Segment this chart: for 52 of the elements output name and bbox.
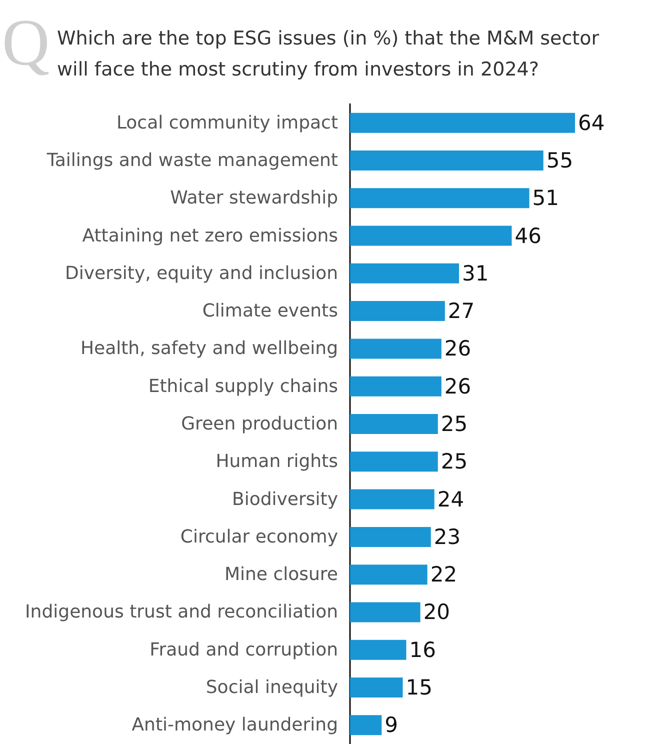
data-label: 20	[423, 600, 450, 624]
data-label: 26	[444, 374, 472, 398]
data-label: 9	[384, 713, 398, 738]
bar	[350, 526, 431, 547]
data-label: 16	[409, 638, 436, 662]
bar	[350, 376, 442, 396]
y-tick-label: Green production	[181, 414, 338, 434]
bar	[350, 678, 403, 698]
chart-title: Which are the top ESG issues (in %) that the M&M sector will face the most scrutiny from investors in 2024?	[57, 28, 600, 80]
y-tick-label: Fraud and corruption	[150, 639, 338, 660]
y-tick-label: Human rights	[216, 451, 338, 472]
y-tick-label: Ethical supply chains	[148, 376, 338, 397]
y-tick-label: Diversity, equity and inclusion	[65, 262, 338, 284]
y-tick-label: Circular economy	[180, 526, 338, 548]
y-tick-label: Indigenous trust and reconciliation	[25, 602, 338, 623]
y-tick-label: Attaining net zero emissions	[82, 225, 338, 246]
y-tick-label: Local community impact	[116, 112, 338, 134]
bar	[350, 150, 544, 170]
bar	[350, 188, 530, 208]
bar	[350, 564, 428, 585]
data-label: 55	[546, 148, 574, 172]
y-tick-label: Health, safety and wellbeing	[80, 338, 338, 360]
data-label: 15	[406, 676, 432, 700]
y-tick-label: Climate events	[202, 300, 338, 322]
data-label: 64	[578, 110, 605, 135]
bar	[350, 489, 434, 510]
data-label: 24	[437, 487, 464, 512]
data-label: 26	[444, 336, 472, 361]
y-tick-label: Social inequity	[206, 677, 338, 698]
data-label: 22	[430, 562, 458, 587]
y-tick-label: Tailings and waste management	[46, 150, 338, 171]
y-tick-label: Anti-money laundering	[132, 714, 338, 736]
bar	[350, 602, 420, 622]
data-label: 23	[434, 524, 461, 549]
bar	[350, 226, 512, 246]
data-label: 27	[448, 299, 475, 324]
y-tick-label: Biodiversity	[232, 488, 338, 510]
bar	[350, 263, 459, 284]
data-label: 51	[532, 186, 560, 210]
y-tick-label: Water stewardship	[170, 188, 338, 209]
bar	[350, 452, 438, 472]
data-label: 31	[462, 261, 489, 286]
bar	[350, 715, 382, 736]
bar	[350, 301, 445, 322]
data-label: 46	[514, 224, 542, 248]
y-tick-label: Mine closure	[224, 564, 338, 586]
data-label: 25	[440, 450, 468, 474]
data-label: 25	[440, 412, 468, 436]
bar	[350, 338, 442, 359]
bar	[350, 414, 438, 434]
bar	[350, 640, 406, 660]
bar	[350, 112, 575, 133]
